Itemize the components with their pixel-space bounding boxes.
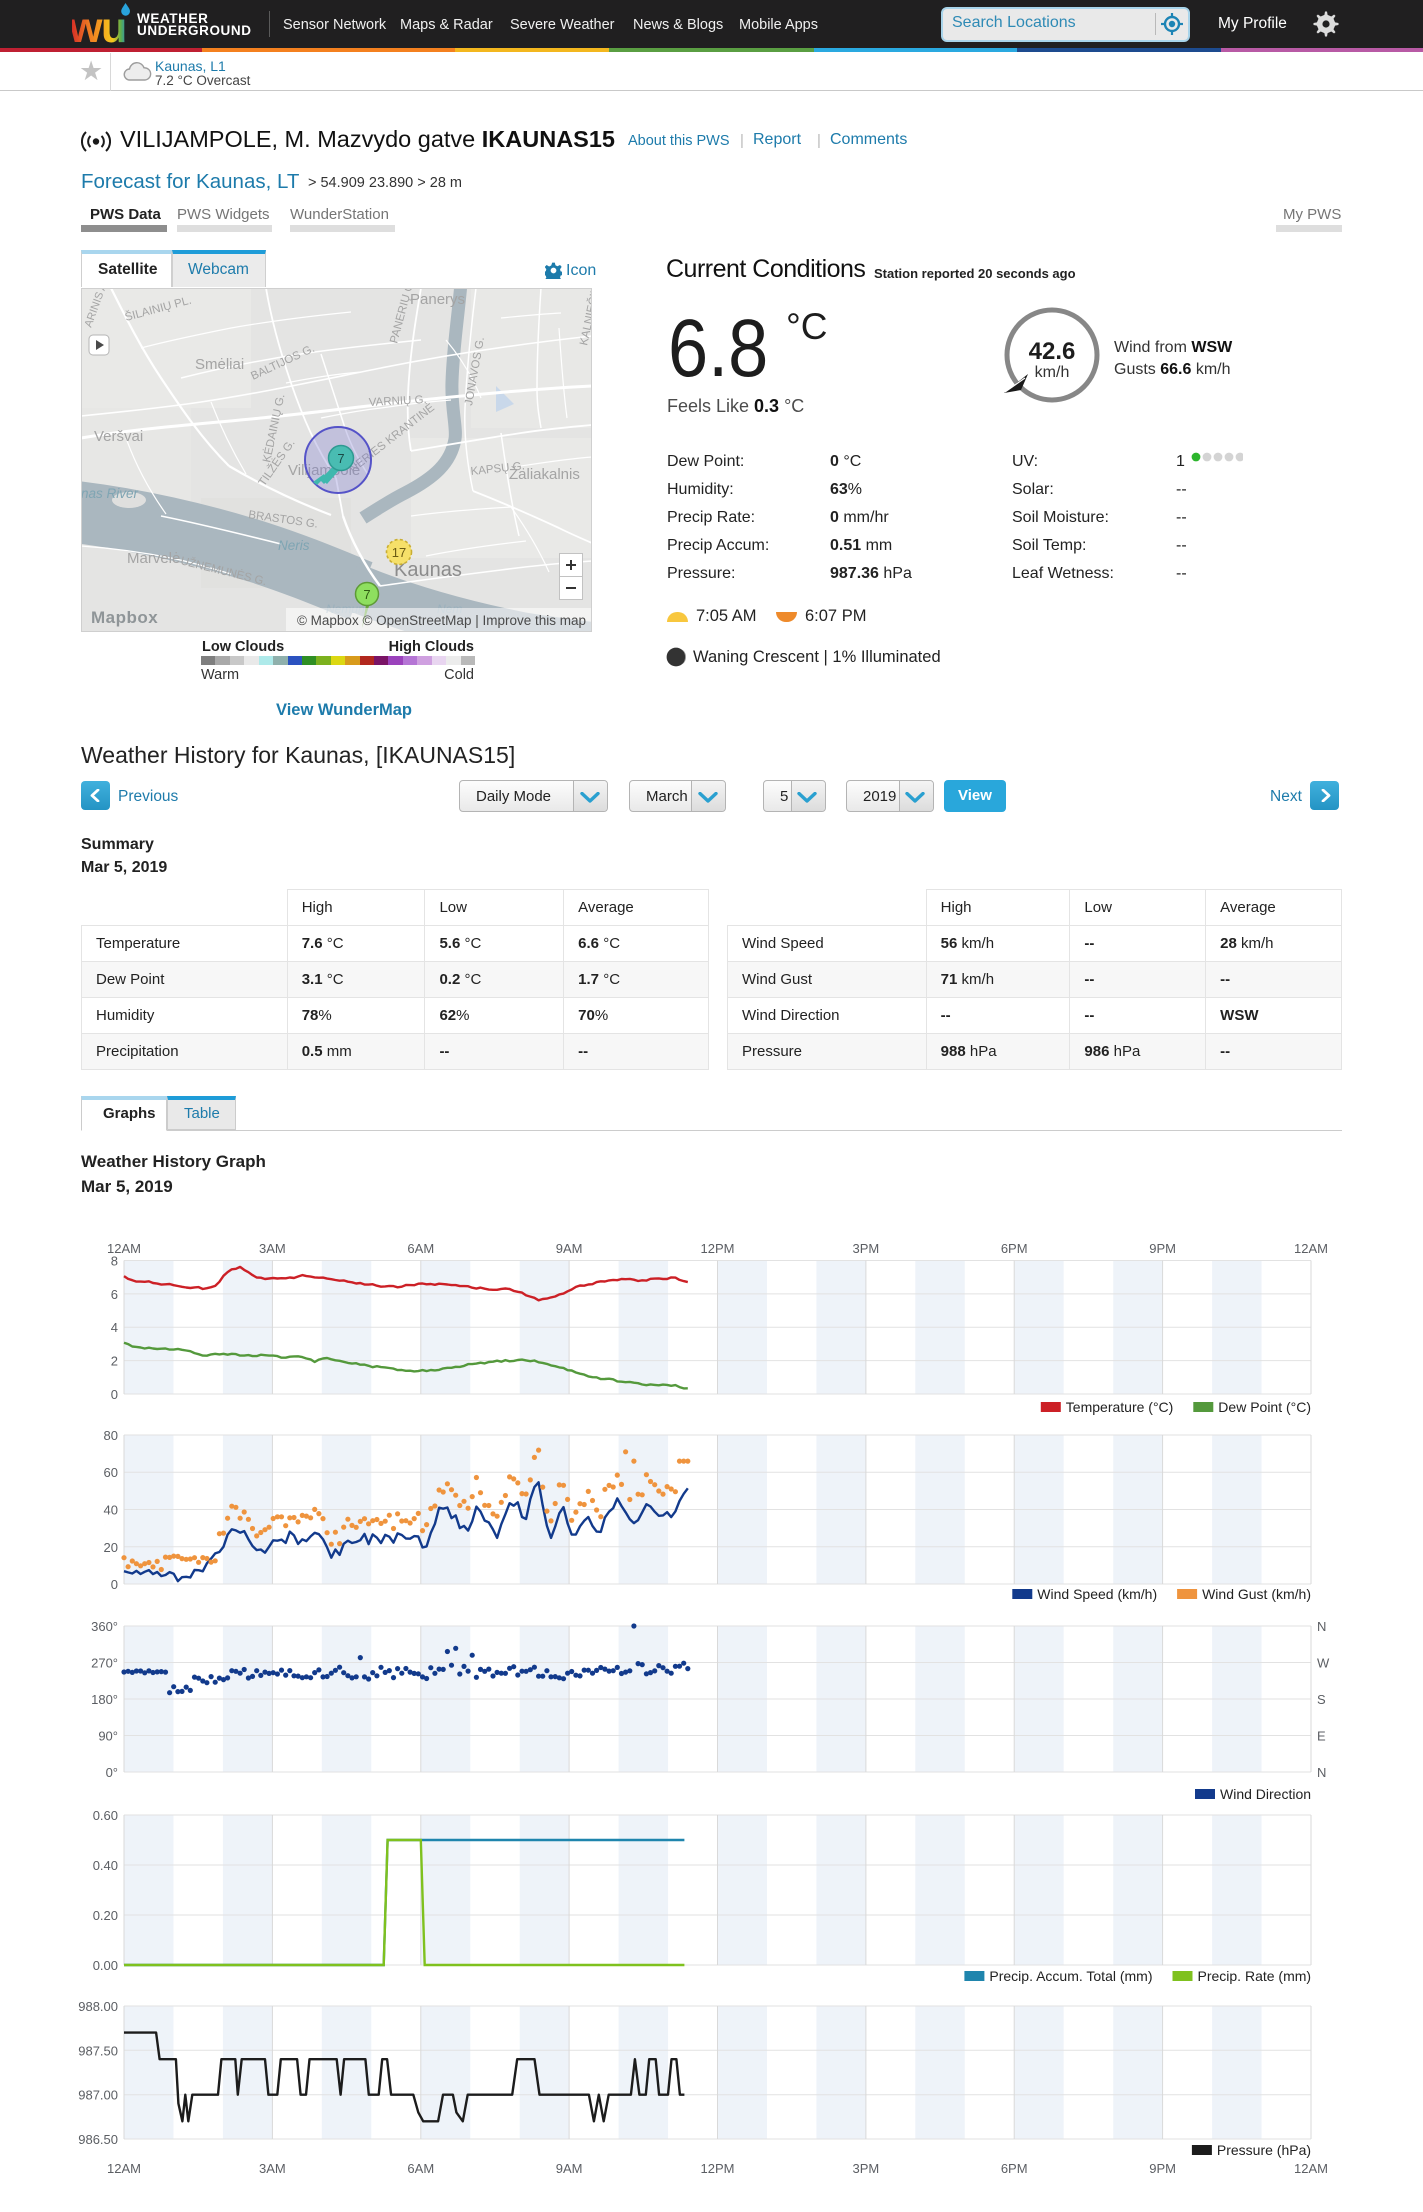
svg-text:Panerys: Panerys xyxy=(410,291,465,308)
svg-text:4: 4 xyxy=(111,1320,118,1335)
svg-text:9PM: 9PM xyxy=(1149,1241,1176,1256)
svg-text:w: w xyxy=(72,4,103,48)
svg-text:360°: 360° xyxy=(91,1619,118,1634)
svg-text:S: S xyxy=(1317,1692,1326,1707)
svg-text:Dew Point (°C): Dew Point (°C) xyxy=(1218,1399,1311,1415)
svg-text:60: 60 xyxy=(104,1465,118,1480)
svg-text:Wind Direction: Wind Direction xyxy=(1220,1786,1311,1802)
svg-text:Temperature (°C): Temperature (°C) xyxy=(1066,1399,1174,1415)
svg-text:90°: 90° xyxy=(98,1729,118,1744)
svg-text:0°: 0° xyxy=(106,1765,118,1780)
svg-text:8: 8 xyxy=(111,1254,118,1269)
svg-text:17: 17 xyxy=(392,545,406,560)
svg-text:80: 80 xyxy=(104,1428,118,1443)
svg-text:988.00: 988.00 xyxy=(78,1999,118,2014)
svg-text:0: 0 xyxy=(111,1387,118,1402)
svg-text:987.00: 987.00 xyxy=(78,2088,118,2103)
svg-text:40: 40 xyxy=(104,1503,118,1518)
svg-text:Žaliakalnis: Žaliakalnis xyxy=(509,466,580,483)
svg-text:0: 0 xyxy=(111,1577,118,1592)
svg-text:270°: 270° xyxy=(91,1656,118,1671)
svg-text:9PM: 9PM xyxy=(1149,2161,1176,2176)
svg-text:3AM: 3AM xyxy=(259,2161,286,2176)
svg-text:7: 7 xyxy=(337,451,344,466)
svg-text:2: 2 xyxy=(111,1354,118,1369)
svg-text:6: 6 xyxy=(111,1287,118,1302)
svg-text:VARNIŲ G.: VARNIŲ G. xyxy=(369,394,427,409)
svg-text:Precip. Rate (mm): Precip. Rate (mm) xyxy=(1198,1968,1312,1984)
svg-text:180°: 180° xyxy=(91,1692,118,1707)
svg-text:E: E xyxy=(1317,1729,1326,1744)
svg-text:0.60: 0.60 xyxy=(93,1808,118,1823)
svg-text:© Mapbox © OpenStreetMap | Imp: © Mapbox © OpenStreetMap | Improve this … xyxy=(297,613,586,628)
svg-text:Neris: Neris xyxy=(278,538,310,553)
svg-text:12AM: 12AM xyxy=(1294,1241,1328,1256)
svg-text:N: N xyxy=(1317,1619,1326,1634)
svg-text:0.00: 0.00 xyxy=(93,1958,118,1973)
svg-text:12PM: 12PM xyxy=(701,1241,735,1256)
svg-text:KAPSŲ G.: KAPSŲ G. xyxy=(470,460,525,478)
svg-text:Wind Gust (km/h): Wind Gust (km/h) xyxy=(1202,1586,1311,1602)
svg-text:Kaunas: Kaunas xyxy=(394,559,462,581)
svg-text:12AM: 12AM xyxy=(107,1241,141,1256)
svg-text:Precip. Accum. Total (mm): Precip. Accum. Total (mm) xyxy=(989,1968,1152,1984)
svg-text:Mapbox: Mapbox xyxy=(91,608,158,627)
svg-text:W: W xyxy=(1317,1656,1330,1671)
svg-text:12PM: 12PM xyxy=(701,2161,735,2176)
svg-text:6PM: 6PM xyxy=(1001,2161,1028,2176)
svg-text:nas River: nas River xyxy=(81,486,139,501)
svg-text:3PM: 3PM xyxy=(853,2161,880,2176)
svg-text:6AM: 6AM xyxy=(407,2161,434,2176)
svg-text:N: N xyxy=(1317,1765,1326,1780)
svg-text:20: 20 xyxy=(104,1540,118,1555)
svg-text:0.20: 0.20 xyxy=(93,1908,118,1923)
svg-text:6PM: 6PM xyxy=(1001,1241,1028,1256)
svg-text:Marvelė: Marvelė xyxy=(127,550,180,567)
svg-text:Veršvai: Veršvai xyxy=(94,428,143,445)
svg-text:9AM: 9AM xyxy=(556,1241,583,1256)
svg-text:12AM: 12AM xyxy=(107,2161,141,2176)
svg-text:Wind Speed (km/h): Wind Speed (km/h) xyxy=(1037,1586,1157,1602)
svg-text:7: 7 xyxy=(363,587,370,602)
svg-text:0.40: 0.40 xyxy=(93,1858,118,1873)
svg-text:3AM: 3AM xyxy=(259,1241,286,1256)
svg-text:12AM: 12AM xyxy=(1294,2161,1328,2176)
svg-text:986.50: 986.50 xyxy=(78,2132,118,2147)
svg-text:Smėliai: Smėliai xyxy=(195,356,244,373)
svg-text:6AM: 6AM xyxy=(407,1241,434,1256)
svg-text:987.50: 987.50 xyxy=(78,2043,118,2058)
svg-text:9AM: 9AM xyxy=(556,2161,583,2176)
svg-text:Pressure (hPa): Pressure (hPa) xyxy=(1217,2142,1311,2158)
svg-text:3PM: 3PM xyxy=(853,1241,880,1256)
